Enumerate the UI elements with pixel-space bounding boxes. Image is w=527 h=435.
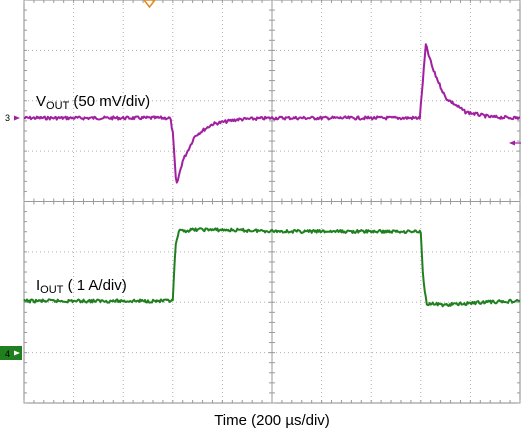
trigger-marker-icon xyxy=(143,0,156,9)
trace-iout xyxy=(23,227,521,308)
vout-label: VOUT (50 mV/div) xyxy=(36,93,150,112)
ch3-marker-label: 3 xyxy=(5,113,10,123)
ch3-arrow-icon xyxy=(14,115,20,121)
ch4-marker-label: 4 xyxy=(5,349,10,359)
iout-label-scale: ( 1 A/div) xyxy=(63,277,126,294)
iout-label-main: I xyxy=(36,277,40,294)
ch4-arrow-icon xyxy=(14,350,20,356)
ch4-marker: 4 xyxy=(0,346,22,360)
trace-vout xyxy=(23,43,521,184)
vout-label-scale: (50 mV/div) xyxy=(69,93,150,110)
vout-label-main: V xyxy=(36,93,46,110)
vout-label-sub: OUT xyxy=(46,100,70,112)
x-axis-label: Time (200 µs/div) xyxy=(214,412,330,429)
grid xyxy=(23,0,521,404)
ch3-offset-arrow-icon xyxy=(509,140,515,146)
iout-label-sub: OUT xyxy=(40,284,64,296)
traces xyxy=(23,43,521,308)
iout-label: IOUT ( 1 A/div) xyxy=(36,277,127,296)
ch4-marker-box xyxy=(0,346,22,360)
ch3-marker: 3 xyxy=(5,113,20,123)
